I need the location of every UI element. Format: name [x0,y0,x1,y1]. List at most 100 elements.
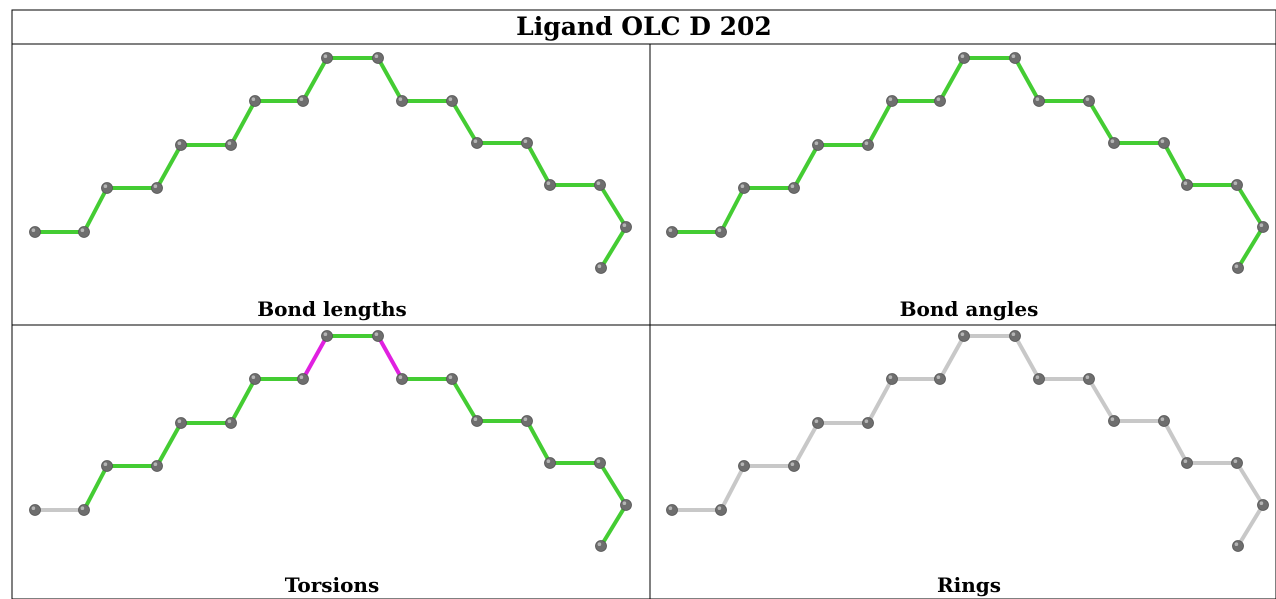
atom [151,182,163,194]
atom [225,417,237,429]
atom [29,504,41,516]
panel-label-torsions: Torsions [284,573,380,597]
atom [1257,499,1269,511]
atom [297,373,309,385]
bond-not_assessed [719,464,746,512]
atom [934,373,946,385]
atom-highlight [227,419,232,424]
bond-not_assessed [1235,461,1265,507]
bond-ok [525,419,552,465]
atom-highlight [936,375,941,380]
atom [78,226,90,238]
atom [812,139,824,151]
molecule-panel-1 [666,52,1269,274]
atom [862,139,874,151]
atom [666,226,678,238]
atom-highlight [888,97,893,101]
atom [1232,540,1244,552]
atom-highlight [473,417,478,422]
molecule-panel-2 [29,330,632,552]
atom-highlight [177,141,182,145]
atom [812,417,824,429]
bond-outlier [301,334,329,381]
atom-highlight [1259,223,1264,227]
atom-highlight [1233,459,1238,464]
atom [78,504,90,516]
atom-highlight [936,97,941,101]
atom-highlight [374,332,379,337]
atom-highlight [1160,139,1165,143]
atom [446,95,458,107]
atom-highlight [398,97,403,101]
atom [886,373,898,385]
atom-highlight [1035,97,1040,101]
atom [175,139,187,151]
atom [934,95,946,107]
atom-highlight [814,141,819,145]
atom [521,415,533,427]
bond-ok [450,99,479,145]
atom [101,182,113,194]
bond-ok [866,99,894,147]
atom-highlight [596,181,601,185]
atom [1083,95,1095,107]
atom-highlight [177,419,182,424]
atom-highlight [668,228,673,232]
atom [225,139,237,151]
bond-not_assessed [866,377,894,425]
atom-highlight [1183,459,1188,464]
atom-highlight [888,375,893,380]
atom-highlight [668,506,673,511]
atom [1108,137,1120,149]
atom [594,179,606,191]
bond-ok [1236,225,1265,270]
atom [1232,262,1244,274]
atom [1009,52,1021,64]
atom-highlight [814,419,819,424]
atom [372,52,384,64]
molecule-panel-3 [666,330,1269,552]
atom [1033,95,1045,107]
atom-highlight [103,462,108,467]
atom [1181,179,1193,191]
panel-label-bond-lengths: Bond lengths [257,297,407,321]
atom-highlight [251,375,256,380]
atom-highlight [299,97,304,101]
bond-outlier [376,334,404,381]
bond-ok [450,377,479,423]
bond-ok [938,56,966,103]
atom-highlight [740,184,745,188]
bond-ok [229,377,257,425]
atom-highlight [299,375,304,380]
atom [620,499,632,511]
atom [372,330,384,342]
atom [471,415,483,427]
atom [1158,415,1170,427]
panel-label-bond-angles: Bond angles [899,297,1039,321]
atom [715,226,727,238]
atom [249,95,261,107]
atom-highlight [448,375,453,380]
atom [595,262,607,274]
atom [471,137,483,149]
atom-highlight [546,181,551,185]
atom [396,95,408,107]
atom [297,95,309,107]
atom-highlight [960,332,965,337]
atom-highlight [1035,375,1040,380]
atom-highlight [622,501,627,506]
bond-not_assessed [792,421,820,468]
bond-ok [792,143,820,190]
bond-ok [599,503,628,548]
bond-ok [155,143,183,190]
atom [1033,373,1045,385]
atom-highlight [1085,375,1090,380]
atom [29,226,41,238]
atom-highlight [398,375,403,380]
atom [1083,373,1095,385]
atom [715,504,727,516]
outer-border [11,9,1276,599]
atom-highlight [740,462,745,467]
